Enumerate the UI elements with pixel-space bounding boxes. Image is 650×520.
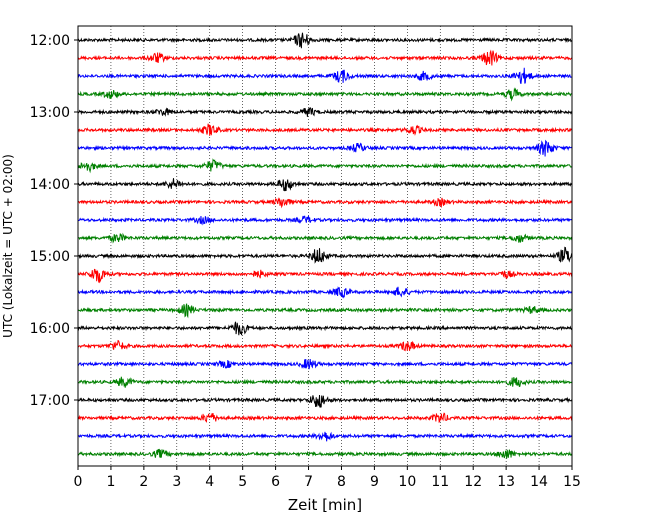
trace-1345 — [77, 158, 573, 174]
trace-1715 — [77, 412, 573, 424]
x-tick-label: 1 — [106, 474, 115, 490]
x-tick-label: 5 — [238, 474, 247, 490]
trace-1330 — [77, 139, 573, 157]
y-axis: 12:00 13:00 14:00 15:00 16:00 17:00 — [30, 33, 78, 409]
trace-1630 — [77, 358, 573, 370]
trace-1300 — [77, 106, 573, 117]
trace-1315 — [77, 123, 573, 136]
x-tick-label: 4 — [205, 474, 214, 490]
x-tick-label: 12 — [464, 474, 482, 490]
trace-1600 — [77, 321, 573, 336]
x-tick-label: 8 — [337, 474, 346, 490]
y-tick-label: 12:00 — [30, 33, 70, 49]
trace-1215 — [77, 49, 573, 66]
x-axis: 0 1 2 3 4 5 6 7 8 9 10 11 12 13 14 15 — [74, 466, 581, 490]
trace-1645 — [77, 376, 573, 388]
x-tick-label: 15 — [563, 474, 581, 490]
x-tick-label: 9 — [370, 474, 379, 490]
trace-1445 — [77, 232, 573, 244]
y-tick-label: 15:00 — [30, 249, 70, 265]
y-tick-label: 16:00 — [30, 321, 70, 337]
trace-1545 — [77, 303, 573, 319]
trace-1745 — [77, 448, 573, 459]
x-tick-label: 10 — [398, 474, 416, 490]
x-tick-label: 7 — [304, 474, 313, 490]
y-tick-label: 13:00 — [30, 105, 70, 121]
trace-1400 — [77, 178, 573, 192]
x-tick-label: 0 — [74, 474, 83, 490]
plot-frame — [77, 25, 573, 467]
x-tick-label: 13 — [497, 474, 515, 490]
y-axis-label: UTC (Lokalzeit = UTC + 02:00) — [1, 154, 15, 338]
vertical-grid — [110, 26, 540, 466]
trace-1230 — [77, 67, 573, 85]
x-tick-label: 11 — [431, 474, 449, 490]
trace-1200 — [77, 32, 573, 49]
trace-group — [77, 32, 573, 459]
trace-1730 — [77, 431, 573, 442]
x-tick-label: 14 — [530, 474, 548, 490]
trace-1415 — [77, 197, 573, 209]
trace-1700 — [77, 394, 573, 408]
y-tick-label: 17:00 — [30, 393, 70, 409]
x-tick-label: 6 — [271, 474, 280, 490]
trace-1500 — [77, 246, 573, 264]
trace-1530 — [77, 286, 573, 299]
trace-1430 — [77, 214, 573, 226]
trace-1245 — [77, 87, 573, 102]
y-tick-label: 14:00 — [30, 177, 70, 193]
trace-1515 — [77, 268, 573, 284]
x-tick-label: 2 — [139, 474, 148, 490]
x-axis-label: Zeit [min] — [288, 496, 362, 514]
trace-1615 — [77, 339, 573, 352]
x-tick-label: 3 — [172, 474, 181, 490]
